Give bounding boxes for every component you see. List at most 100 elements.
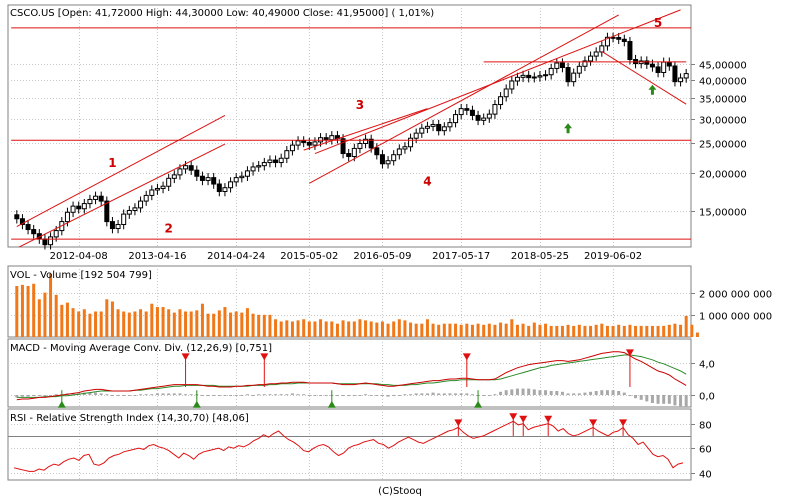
macd-histogram-bar xyxy=(268,394,272,396)
volume-bar xyxy=(397,319,401,337)
macd-histogram-bar xyxy=(20,395,24,397)
trend-line xyxy=(314,9,681,155)
macd-histogram-bar xyxy=(212,395,216,396)
macd-histogram-bar xyxy=(26,395,30,397)
volume-bar xyxy=(476,323,480,337)
candle-body xyxy=(413,132,419,139)
price-y-tick-label: 40,00000 xyxy=(699,77,747,88)
price-y-tick-label: 45,00000 xyxy=(699,61,747,72)
macd-histogram-bar xyxy=(645,395,649,402)
volume-bar xyxy=(358,319,362,337)
volume-bar xyxy=(234,311,238,337)
price-y-tick-label: 20,00000 xyxy=(699,170,747,181)
buy-signal-arrow-icon xyxy=(648,84,657,95)
macd-histogram-bar xyxy=(15,395,19,398)
volume-bar xyxy=(155,307,159,337)
candle-body xyxy=(340,138,346,155)
candle-body xyxy=(616,37,622,40)
date-x-tick-label: 2015-05-02 xyxy=(280,251,338,262)
macd-histogram-bar xyxy=(358,395,362,396)
volume-bar xyxy=(527,325,531,337)
trend-line xyxy=(601,51,687,105)
candle-body xyxy=(222,187,228,193)
volume-bar xyxy=(392,321,396,337)
volume-bar xyxy=(245,308,249,337)
candle-body xyxy=(548,67,554,76)
volume-bar xyxy=(690,324,694,337)
sell-marker-icon xyxy=(181,353,190,361)
macd-histogram-bar xyxy=(493,394,497,396)
macd-histogram-bar xyxy=(178,393,182,395)
volume-bar xyxy=(302,319,306,337)
macd-histogram-bar xyxy=(49,395,53,396)
candle-body xyxy=(436,123,442,132)
candle-body xyxy=(458,108,464,116)
candle-body xyxy=(644,60,650,65)
volume-bar xyxy=(577,324,581,337)
candle-body xyxy=(126,210,132,215)
candle-body xyxy=(312,141,318,146)
volume-bar xyxy=(144,311,148,337)
macd-histogram-bar xyxy=(448,393,452,395)
volume-bar xyxy=(341,320,345,337)
volume-bar xyxy=(88,313,92,337)
candle-body xyxy=(76,205,82,210)
volume-bar xyxy=(313,321,317,337)
sell-marker-icon xyxy=(462,353,471,361)
candle-body xyxy=(492,104,498,115)
volume-bar xyxy=(662,325,666,337)
candle-body xyxy=(604,36,610,47)
candle-body xyxy=(239,175,245,179)
macd-histogram-bar xyxy=(189,394,193,396)
candle-body xyxy=(205,177,211,181)
candle-body xyxy=(323,137,329,141)
volume-bar xyxy=(99,311,103,337)
candle-body xyxy=(25,224,31,231)
macd-histogram-bar xyxy=(133,395,137,396)
candle-body xyxy=(655,66,661,73)
volume-bar xyxy=(217,310,221,337)
macd-histogram-bar xyxy=(369,395,373,396)
candle-body xyxy=(576,65,582,74)
candle-body xyxy=(188,165,194,171)
volume-bar xyxy=(622,325,626,337)
volume-bar xyxy=(240,312,244,337)
volume-bar xyxy=(572,325,576,337)
rsi-y-tick-label: 60 xyxy=(699,445,712,456)
buy-marker-icon xyxy=(327,400,336,408)
macd-histogram-bar xyxy=(302,394,306,396)
candle-body xyxy=(273,159,279,164)
rsi-sell-marker-icon xyxy=(544,415,553,423)
volume-bar xyxy=(110,301,114,337)
candle-body xyxy=(81,203,87,210)
macd-histogram-bar xyxy=(217,395,221,396)
macd-histogram-bar xyxy=(94,392,98,395)
macd-histogram-bar xyxy=(504,390,508,395)
candle-body xyxy=(678,77,684,83)
volume-bar xyxy=(425,319,429,337)
candle-body xyxy=(520,74,526,78)
candle-body xyxy=(267,159,273,164)
macd-histogram-bar xyxy=(274,394,278,396)
candle-body xyxy=(104,200,110,223)
candle-body xyxy=(261,162,267,167)
macd-histogram-bar xyxy=(555,391,559,395)
volume-bar xyxy=(549,325,553,337)
candle-body xyxy=(559,62,565,69)
macd-histogram-bar xyxy=(290,393,294,395)
volume-bar xyxy=(611,325,615,337)
volume-bar xyxy=(684,315,688,337)
macd-histogram-bar xyxy=(572,393,576,395)
macd-histogram-bar xyxy=(105,394,109,396)
macd-histogram-bar xyxy=(116,395,120,396)
panel-frame-1 xyxy=(7,4,692,248)
candle-body xyxy=(531,76,537,79)
macd-histogram-bar xyxy=(510,389,514,395)
trend-lines-group xyxy=(11,9,691,247)
candle-body xyxy=(160,185,166,189)
macd-histogram-bar xyxy=(307,395,311,396)
candle-body xyxy=(306,141,312,146)
candle-body xyxy=(419,127,425,134)
trend-line xyxy=(18,143,226,247)
